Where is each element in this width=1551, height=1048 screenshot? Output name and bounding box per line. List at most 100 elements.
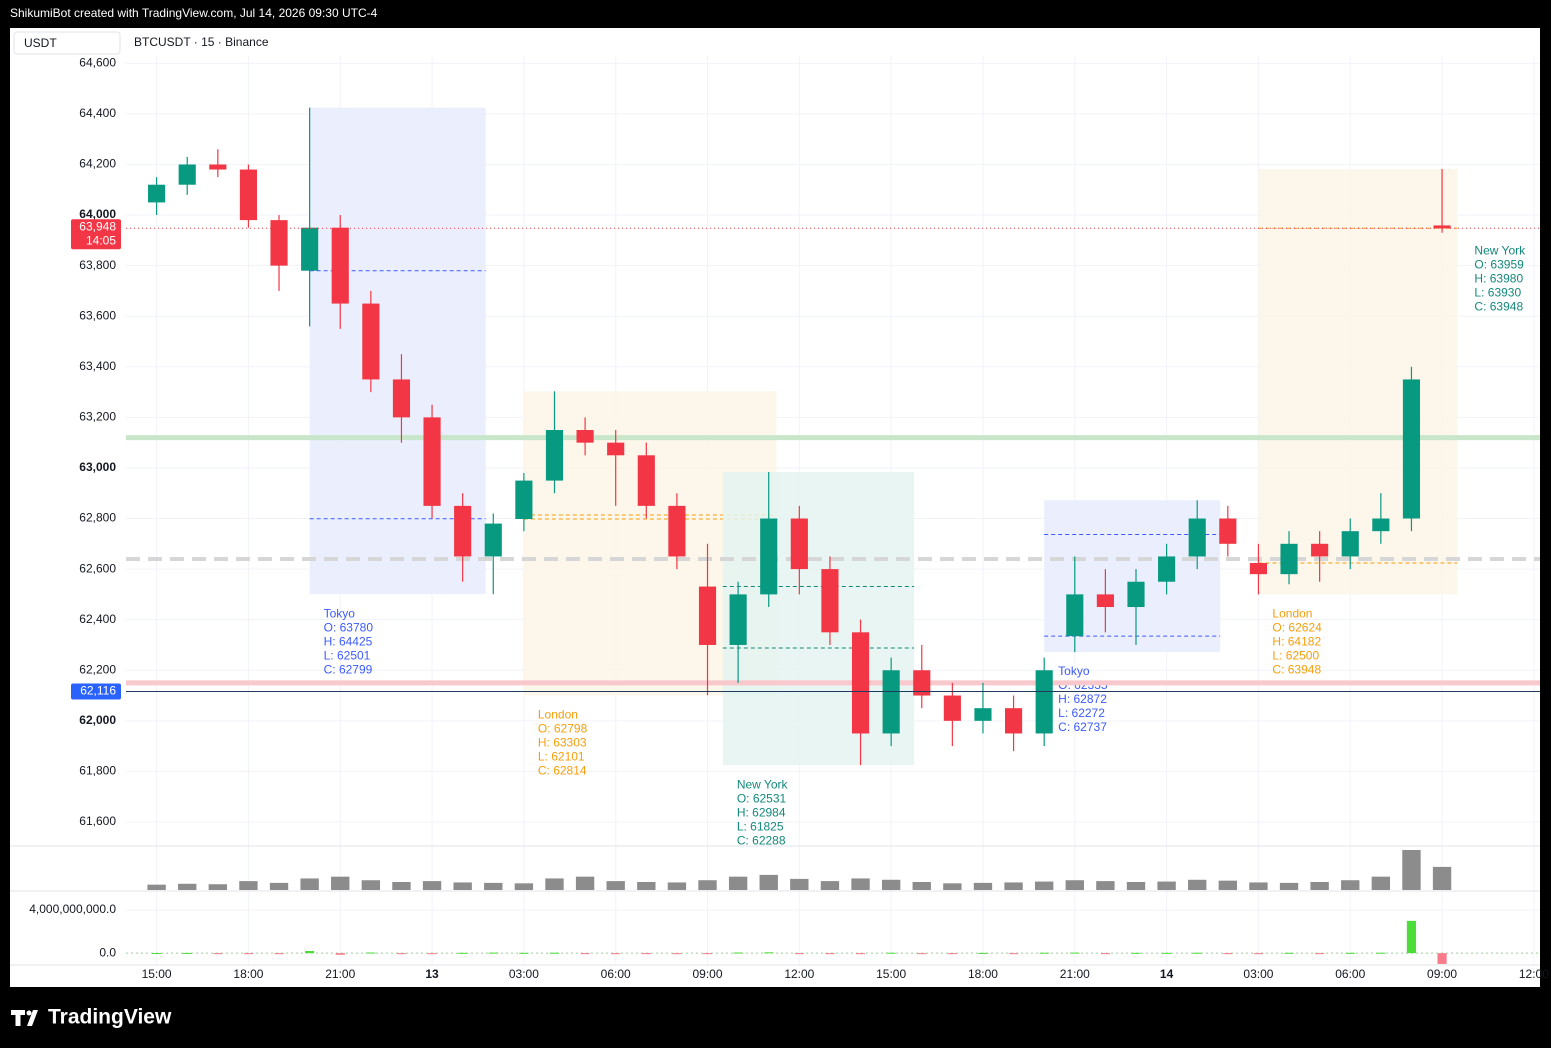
volume-bar (1249, 882, 1268, 890)
volume-bar (1310, 882, 1329, 890)
session-ohlc: O: 63959 (1474, 258, 1524, 272)
volume-bar (637, 882, 656, 890)
candle-body (943, 695, 961, 721)
candle-body (148, 184, 166, 203)
candle-body (790, 518, 808, 570)
delta-bar (825, 953, 835, 955)
session-ohlc: H: 64182 (1272, 635, 1321, 649)
session-ohlc: L: 63930 (1474, 286, 1521, 300)
volume-bar (514, 883, 534, 890)
session-ohlc: H: 62872 (1058, 692, 1107, 706)
session-box (1258, 169, 1458, 595)
x-tick-label: 18:00 (233, 967, 263, 981)
candle-body (1219, 518, 1237, 544)
last-price: 63,948 (79, 219, 116, 233)
volume-bar (575, 876, 595, 890)
delta-bar (1315, 953, 1325, 955)
delta-bar (886, 952, 896, 954)
delta-bar (396, 953, 407, 955)
delta-bar (274, 953, 284, 955)
x-tick-label: 06:00 (601, 967, 631, 981)
candle-body (1402, 379, 1421, 519)
delta-bar (427, 953, 437, 955)
delta-bar (152, 953, 162, 955)
volume-bar (178, 883, 197, 890)
candle-body (1372, 518, 1390, 532)
delta-bar (519, 952, 529, 954)
y-tick-label: 61,800 (79, 764, 116, 778)
volume-bar (147, 884, 166, 890)
x-tick-label: 15:00 (142, 967, 172, 981)
session-ohlc: C: 62814 (538, 763, 587, 777)
x-tick-label: 12:00 (784, 967, 814, 981)
session-ohlc: H: 64425 (324, 634, 373, 648)
session-ohlc: H: 63980 (1474, 272, 1523, 286)
candle-body (974, 708, 992, 721)
y-tick-label: 62,000 (79, 713, 116, 727)
x-tick-label: 18:00 (968, 967, 998, 981)
candle-body (178, 164, 196, 185)
y-tick-label: 62,400 (79, 612, 116, 626)
delta-bar (305, 951, 315, 954)
volume-bar (300, 878, 319, 890)
volume-bar (973, 882, 993, 890)
x-tick-label: 21:00 (325, 967, 355, 981)
session-name: Tokyo (1058, 664, 1090, 678)
session-ohlc: C: 62288 (737, 833, 786, 847)
session-ohlc: C: 63948 (1272, 663, 1321, 677)
delta-bar (549, 952, 560, 954)
candle-body (209, 164, 227, 170)
candle-body (760, 518, 778, 595)
candle-body (1127, 581, 1145, 608)
candle-body (484, 523, 502, 557)
y-tick-label: 63,200 (79, 410, 116, 424)
session-name: London (1272, 607, 1312, 621)
volume-bar (1157, 881, 1176, 890)
volume-bar (453, 882, 472, 890)
candle-body (1188, 518, 1206, 557)
delta-bar (1437, 953, 1447, 964)
currency-box[interactable] (13, 31, 121, 55)
delta-bar (366, 952, 376, 954)
y-tick-label: 62,200 (79, 662, 116, 676)
volume-bar (1126, 882, 1146, 890)
session-name: London (538, 707, 578, 721)
x-tick-label: 13 (425, 967, 439, 981)
volume-bar (820, 881, 840, 890)
delta-bar (182, 952, 192, 954)
volume-bar (1035, 881, 1054, 890)
y-tick-label: 63,800 (79, 258, 116, 272)
candle-body (1249, 563, 1267, 575)
y-tick-label: 63,000 (79, 460, 116, 474)
x-tick-label: 03:00 (1243, 967, 1273, 981)
countdown: 14:05 (86, 233, 116, 247)
delta-bar (1100, 953, 1110, 955)
candle-body (1311, 543, 1329, 557)
volume-bar (331, 876, 350, 890)
delta-bar (1008, 953, 1019, 955)
delta-bar (1253, 953, 1264, 955)
candle-body (1035, 670, 1053, 734)
volume-bar (851, 878, 870, 890)
session-ohlc: O: 62624 (1272, 621, 1322, 635)
volume-bar (361, 880, 381, 890)
x-tick-label: 03:00 (509, 967, 539, 981)
y-tick-label: 62,800 (79, 511, 116, 525)
delta-bar (641, 953, 651, 955)
candle-body (1158, 556, 1176, 582)
volume-bar (728, 876, 748, 890)
y-tick-label: 63,400 (79, 359, 116, 373)
volume-bar (484, 882, 503, 890)
volume-bar (1065, 880, 1084, 890)
brand-logo (11, 1010, 38, 1026)
candle-body (1280, 543, 1298, 575)
candle-body (239, 169, 257, 221)
delta-tick-label: 0.0 (99, 945, 116, 959)
delta-bar (243, 953, 254, 955)
volume-bar (545, 878, 564, 890)
x-tick-label: 14 (1160, 967, 1174, 981)
volume-bar (790, 878, 809, 890)
candle-body (1341, 531, 1359, 557)
